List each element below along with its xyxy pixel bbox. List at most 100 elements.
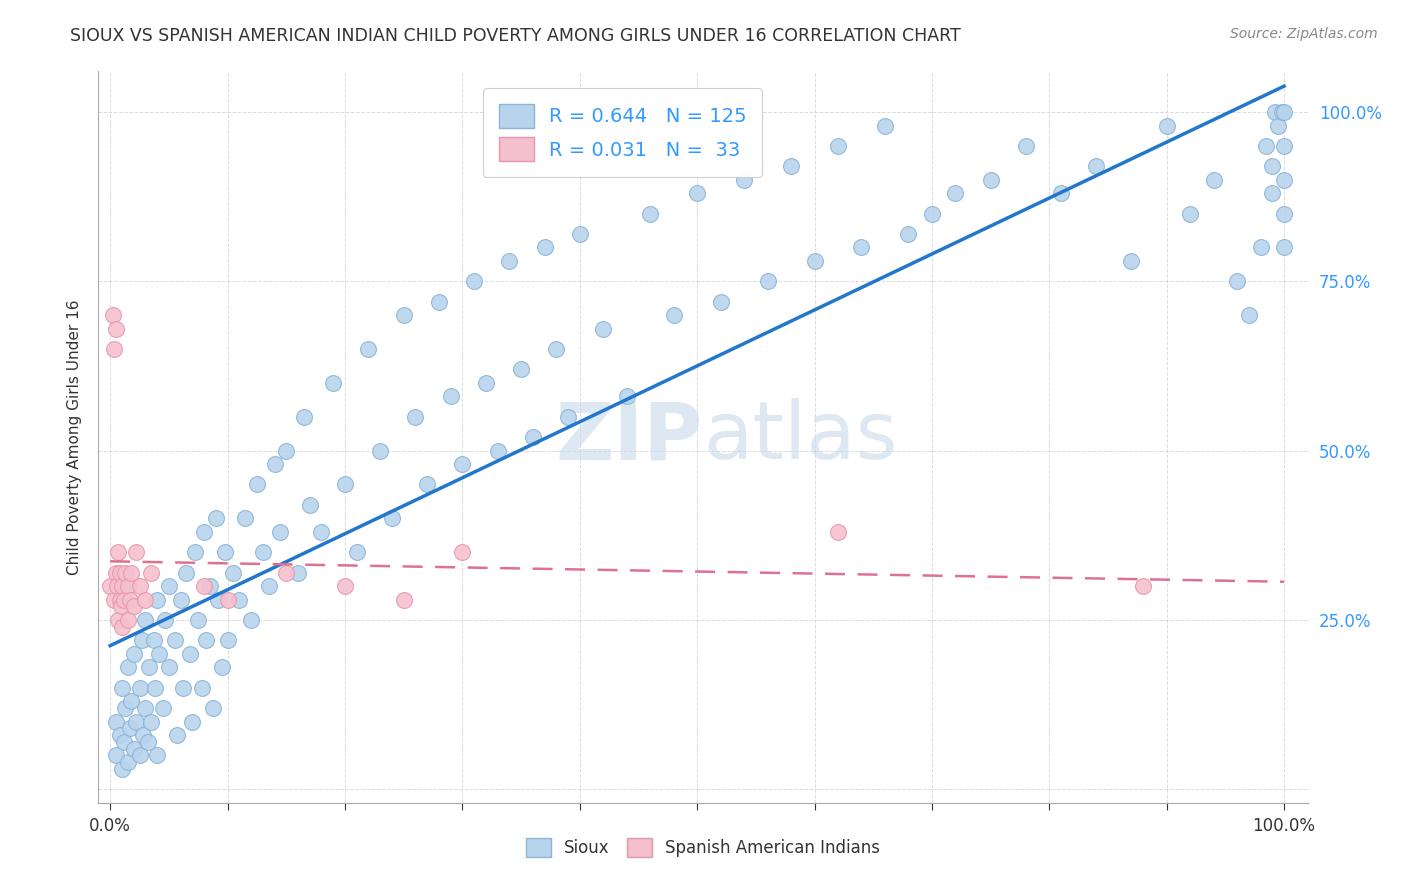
Point [141,714,163,729]
Point [240,613,263,627]
Point [217,633,239,648]
Point [1050,186,1073,201]
Point [1202,172,1225,186]
Point [125,714,148,729]
Point [193,524,215,539]
Point [120,592,142,607]
Point [146,748,169,763]
Point [522,430,544,444]
Text: ZIP: ZIP [555,398,703,476]
Point [105,579,128,593]
Point [122,647,145,661]
Point [368,443,391,458]
Point [172,681,194,695]
Point [120,566,142,580]
Point [146,592,169,607]
Point [117,660,139,674]
Point [193,579,215,593]
Point [945,186,967,201]
Point [921,206,943,220]
Point [257,579,280,593]
Point [686,186,709,201]
Point [311,524,333,539]
Point [108,566,131,580]
Point [1226,274,1249,288]
Point [111,620,134,634]
Point [638,206,661,220]
Point [803,254,825,268]
Point [1261,186,1284,201]
Y-axis label: Child Poverty Among Girls Under 16: Child Poverty Among Girls Under 16 [67,300,83,574]
Point [416,477,439,491]
Point [1237,308,1260,322]
Point [207,592,229,607]
Point [333,579,356,593]
Point [269,524,291,539]
Point [128,748,150,763]
Point [616,389,638,403]
Point [117,613,139,627]
Point [451,457,474,471]
Legend: Sioux, Spanish American Indians: Sioux, Spanish American Indians [519,831,887,864]
Point [198,579,221,593]
Point [195,633,218,648]
Point [98,579,121,593]
Point [662,308,685,322]
Point [322,376,344,390]
Point [333,477,356,491]
Point [157,579,180,593]
Point [1264,105,1286,120]
Text: atlas: atlas [703,398,897,476]
Point [202,701,225,715]
Point [546,342,568,356]
Point [463,274,485,288]
Point [1271,105,1294,120]
Point [217,592,239,607]
Point [211,660,233,674]
Point [152,701,174,715]
Point [122,599,145,614]
Point [780,159,803,173]
Point [568,227,591,241]
Text: SIOUX VS SPANISH AMERICAN INDIAN CHILD POVERTY AMONG GIRLS UNDER 16 CORRELATION : SIOUX VS SPANISH AMERICAN INDIAN CHILD P… [70,27,962,45]
Point [114,566,136,580]
Point [510,362,533,376]
Point [131,633,153,648]
Point [112,592,135,607]
Point [1156,119,1178,133]
Point [169,592,191,607]
Point [1261,159,1284,173]
Point [827,524,849,539]
Point [498,254,520,268]
Point [108,728,131,742]
Point [114,701,136,715]
Point [134,701,156,715]
Point [592,322,614,336]
Point [181,714,204,729]
Point [128,579,150,593]
Point [292,409,315,424]
Point [112,735,135,749]
Point [756,274,779,288]
Point [381,511,404,525]
Point [1272,139,1295,153]
Point [980,172,1002,186]
Point [451,545,474,559]
Point [287,566,309,580]
Point [427,294,450,309]
Point [107,545,129,559]
Point [214,545,236,559]
Point [132,728,155,742]
Point [179,647,201,661]
Point [107,613,129,627]
Point [157,660,180,674]
Point [233,511,256,525]
Point [105,714,128,729]
Point [125,545,148,559]
Point [1085,159,1108,173]
Point [873,119,896,133]
Point [1272,105,1295,120]
Point [105,322,128,336]
Point [851,240,873,254]
Point [1272,206,1295,220]
